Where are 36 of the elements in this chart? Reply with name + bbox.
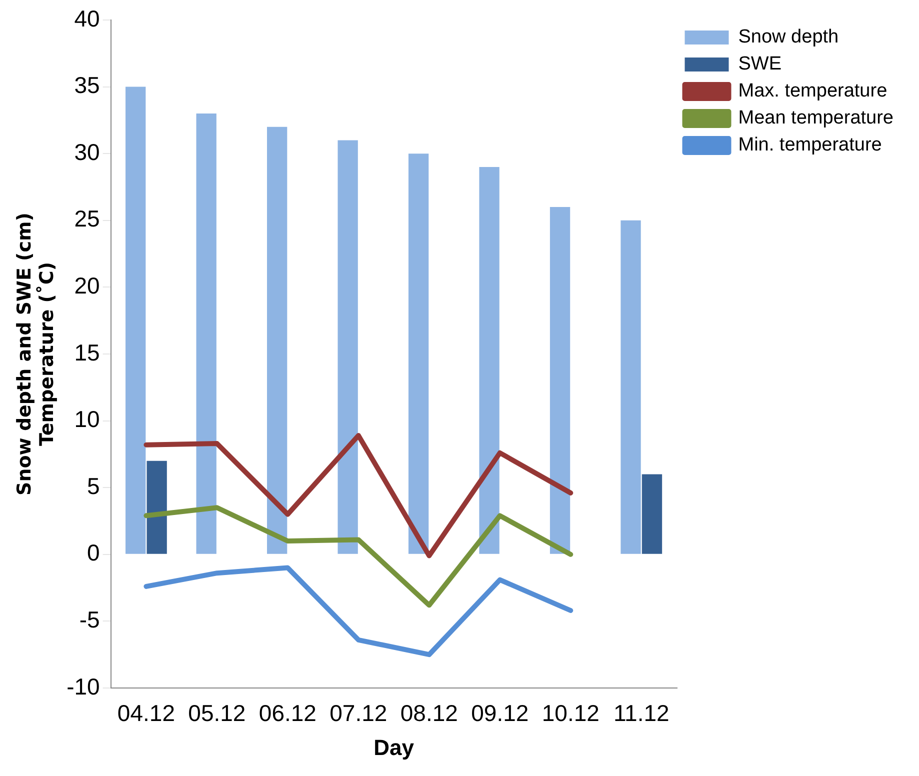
x-tick-label: 06.12 [258, 700, 316, 726]
bar [479, 166, 500, 554]
y-tick-label: 10 [74, 406, 100, 432]
y-tick-label: -10 [66, 673, 100, 700]
y-tick-label: 35 [74, 72, 100, 98]
bar [408, 154, 429, 554]
y-tick-label: 15 [74, 339, 100, 366]
y-tick-label: 20 [74, 272, 100, 299]
x-axis-title: Day [374, 734, 415, 760]
x-tick-label: 11.12 [613, 700, 670, 726]
y-tick-label: 30 [74, 138, 100, 165]
x-tick-label: 05.12 [188, 700, 246, 726]
bar [642, 474, 662, 554]
y-tick-label: 25 [74, 206, 100, 232]
bar [196, 114, 216, 554]
legend-label: SWE [738, 54, 782, 75]
legend-label: Min. temperature [738, 134, 882, 156]
bar [550, 207, 570, 554]
y-tick-label: 0 [87, 540, 100, 566]
bar [620, 220, 641, 554]
x-tick-label: 10.12 [542, 700, 600, 726]
bar [267, 126, 288, 554]
bar [146, 460, 167, 554]
legend-label: Snow depth [738, 26, 839, 48]
legend-label: Mean temperature [738, 108, 894, 129]
y-tick-label: 5 [87, 472, 100, 499]
bar [126, 86, 146, 554]
x-tick-label: 09.12 [471, 700, 529, 726]
y-tick-label: 40 [74, 5, 100, 32]
bar [338, 140, 358, 554]
x-tick-label: 07.12 [330, 700, 388, 726]
x-tick-label: 08.12 [400, 700, 458, 726]
y-tick-label: -5 [79, 606, 100, 633]
x-tick-label: 04.12 [117, 700, 175, 726]
y-axis-title: Snow depth and SWE (cm) Temperature (˚C) [13, 212, 58, 496]
legend-label: Max. temperature [738, 80, 888, 102]
